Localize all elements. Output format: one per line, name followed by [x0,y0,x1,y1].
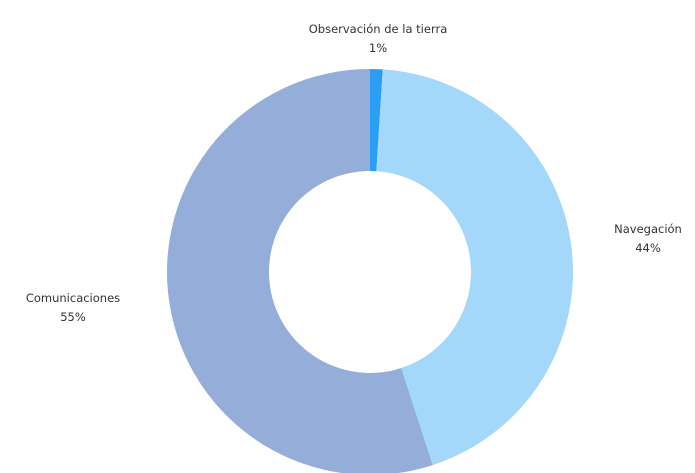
slice-label-value: 44% [635,241,661,255]
slice-navegación [376,69,573,466]
slice-labels: Observación de la tierra 1% Navegación 44% C… [26,22,682,324]
slice-label-name: Observación de la tierra [309,22,448,36]
slice-label-name: Comunicaciones [26,291,120,305]
slice-observación-de-la-tierra [370,69,383,172]
donut-slices [167,69,573,473]
slice-label-value: 1% [369,41,387,55]
slice-label-name: Navegación [614,222,682,236]
slice-comunicaciones [167,69,433,473]
slice-label-value: 55% [60,310,86,324]
